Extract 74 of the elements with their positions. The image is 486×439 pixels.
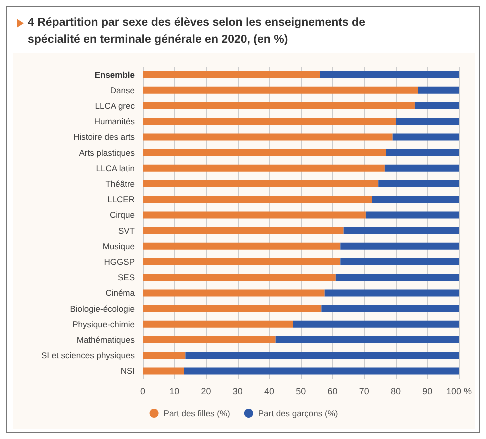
- y-tick-label: SES: [118, 272, 136, 283]
- bar: [378, 180, 460, 188]
- y-tick-label: Ensemble: [94, 70, 136, 80]
- bar: [336, 274, 460, 282]
- y-tick-label: Théâtre: [106, 179, 136, 189]
- legend-label: Part des filles (%): [164, 408, 231, 418]
- x-tick-label: 50: [296, 386, 306, 396]
- bar: [418, 86, 460, 94]
- y-tick-label: SI et sciences physiques: [41, 350, 135, 361]
- y-tick-label: Cinéma: [106, 288, 136, 298]
- x-tick-label: 30: [232, 386, 243, 396]
- bar: [384, 164, 460, 172]
- bar: [184, 368, 460, 375]
- bar: [366, 212, 460, 219]
- x-tick-label: 0: [140, 386, 146, 396]
- y-tick-label: Histoire des arts: [74, 132, 135, 142]
- bar: [143, 180, 379, 188]
- legend-label: Part des garçons (%): [258, 408, 338, 418]
- bar: [143, 368, 184, 375]
- bar: [344, 227, 460, 234]
- x-tick-label: 40: [264, 386, 275, 396]
- x-tick-label: 100 %: [446, 386, 472, 396]
- bar: [143, 320, 294, 328]
- chart-title: 4 Répartition par sexe des élèves selon les enseignements de spécialité en terminale générale en 2020, (en %): [28, 16, 366, 48]
- bar: [143, 196, 372, 204]
- bar: [143, 164, 385, 172]
- x-tick-label: 20: [201, 386, 212, 396]
- bar: [372, 196, 460, 204]
- bar: [320, 71, 460, 78]
- bar: [143, 134, 393, 141]
- bar: [414, 102, 460, 110]
- y-tick-label: Musique: [102, 241, 136, 252]
- bar: [340, 258, 460, 266]
- bar: [324, 290, 460, 297]
- y-tick-label: LLCER: [108, 194, 135, 205]
- y-tick-label: Cirque: [110, 210, 136, 220]
- y-tick-label: Biologie-écologie: [70, 304, 136, 314]
- x-tick-label: 60: [328, 386, 338, 396]
- bar: [143, 102, 415, 110]
- bar: [143, 212, 366, 219]
- y-tick-label: LLCA grec: [95, 101, 136, 111]
- bar: [143, 352, 186, 360]
- bar: [143, 242, 341, 250]
- bar: [143, 227, 344, 234]
- y-tick-label: Arts plastiques: [79, 148, 135, 158]
- y-tick-label: Danse: [110, 85, 136, 96]
- bar: [392, 134, 460, 141]
- bar: [322, 305, 460, 312]
- y-tick-label: Mathématiques: [76, 335, 135, 345]
- x-tick-label: 10: [170, 386, 180, 396]
- bar: [143, 290, 325, 297]
- bar: [143, 274, 336, 282]
- bar: [143, 305, 322, 312]
- x-tick-label: 70: [359, 386, 370, 396]
- bar: [143, 71, 320, 78]
- bar: [143, 258, 341, 266]
- y-tick-label: LLCA latin: [96, 163, 136, 174]
- bar: [143, 118, 396, 126]
- bar: [340, 242, 460, 250]
- bar: [396, 118, 460, 126]
- y-tick-label: HGGSP: [104, 257, 136, 267]
- bar: [386, 149, 460, 156]
- y-tick-label: Humanités: [94, 116, 135, 127]
- y-tick-label: SVT: [118, 226, 135, 236]
- bar: [143, 149, 387, 156]
- bar: [293, 320, 460, 328]
- bar: [276, 336, 460, 344]
- y-tick-label: Physique-chimie: [72, 319, 136, 330]
- y-tick-label: NSI: [120, 366, 135, 376]
- bar: [143, 86, 418, 94]
- bar: [186, 352, 460, 360]
- bar: [143, 336, 276, 344]
- x-tick-label: 90: [422, 386, 433, 396]
- x-tick-label: 80: [390, 386, 401, 396]
